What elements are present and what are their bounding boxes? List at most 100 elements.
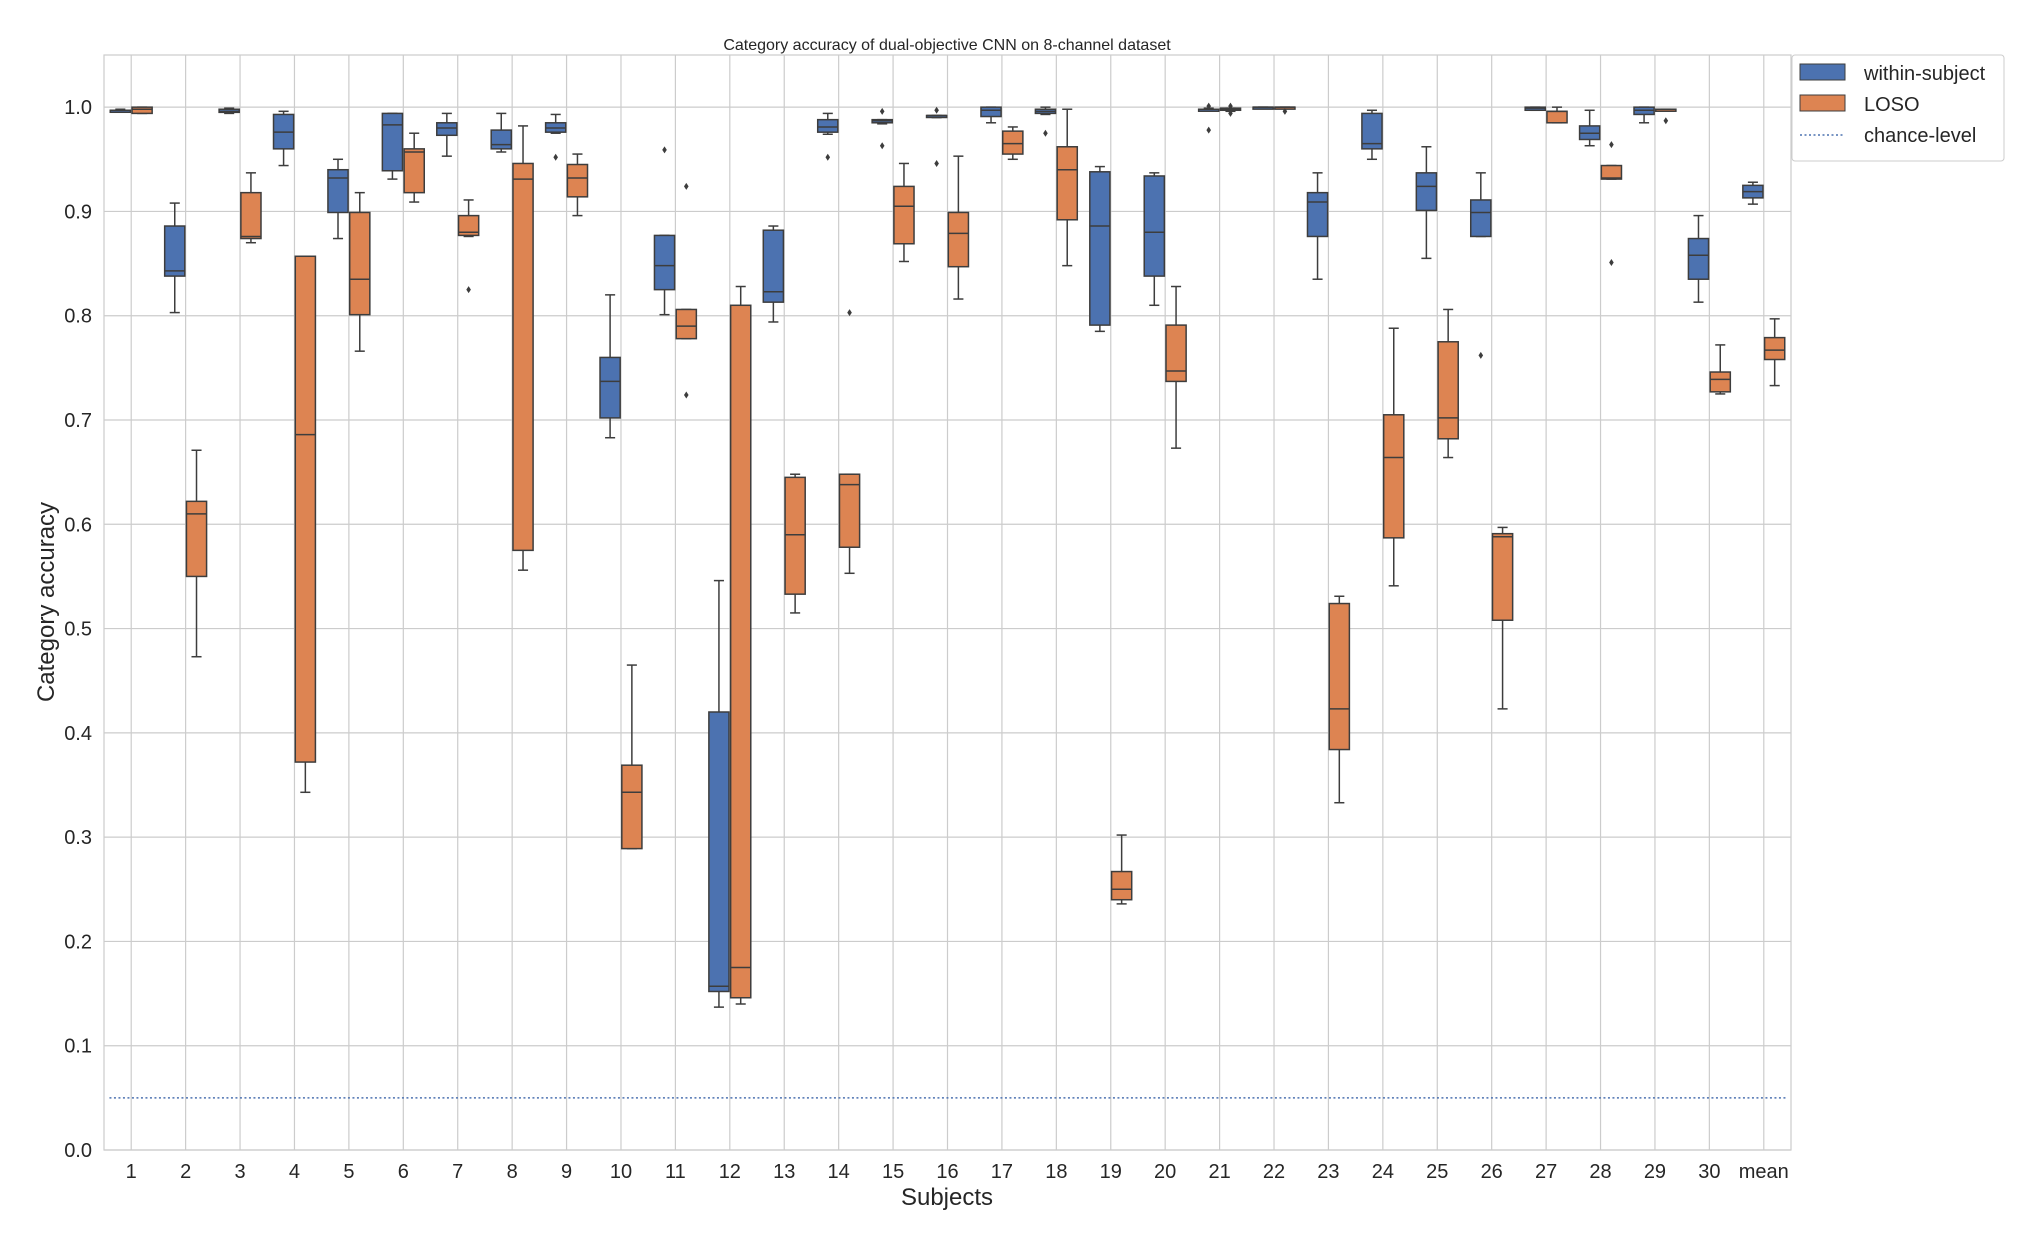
box-iqr (816, 118, 839, 133)
box-iqr (1763, 336, 1786, 361)
box-within-subject-21 (1197, 102, 1220, 134)
box-iqr (185, 500, 208, 578)
box-iqr (1709, 371, 1732, 393)
box-loso-25 (1437, 308, 1459, 459)
box-iqr (599, 356, 621, 419)
box-loso-6 (403, 132, 426, 203)
box-loso-mean (1763, 318, 1786, 387)
grid (104, 55, 1791, 1151)
box-within-subject-1 (109, 108, 132, 114)
outlier-point (553, 153, 558, 161)
box-loso-22 (1274, 106, 1296, 115)
x-tick-label: 3 (234, 1161, 245, 1183)
box-iqr (131, 106, 153, 115)
box-within-subject-29 (1633, 106, 1655, 124)
outlier-point (879, 107, 885, 115)
outlier-point (1282, 107, 1288, 115)
box-iqr (457, 214, 480, 237)
chart-title: Category accuracy of dual-objective CNN … (723, 37, 1171, 54)
box-iqr (1143, 175, 1166, 277)
x-tick-label: 29 (1644, 1161, 1666, 1183)
x-tick-label: 18 (1045, 1161, 1067, 1183)
box-within-subject-6 (381, 112, 404, 180)
box-iqr (1491, 532, 1514, 621)
y-tick-label: 0.2 (64, 931, 92, 953)
legend-label-within-subject: within-subject (1863, 63, 1986, 85)
y-tick-labels: 0.0 0.1 0.2 0.3 0.4 0.5 0.6 0.7 0.8 0.9 1.0 (64, 97, 92, 1162)
x-tick-label: 9 (561, 1161, 572, 1183)
box-iqr (893, 185, 915, 245)
box-iqr (1056, 146, 1079, 221)
box-within-subject-12 (708, 579, 730, 1008)
box-iqr (980, 106, 1002, 118)
box-loso-14 (838, 309, 861, 575)
box-iqr (838, 473, 861, 548)
y-tick-label: 1.0 (64, 97, 92, 119)
x-tick-label: 14 (828, 1161, 850, 1183)
boxes (109, 102, 1786, 1008)
box-within-subject-23 (1306, 172, 1329, 280)
box-loso-5 (348, 191, 371, 352)
box-iqr (1469, 199, 1492, 238)
outlier-point (934, 106, 939, 114)
box-within-subject-14 (816, 112, 839, 161)
box-within-subject-mean (1742, 181, 1764, 205)
box-within-subject-25 (1415, 146, 1438, 260)
box-within-subject-30 (1687, 214, 1710, 303)
x-tick-label: 26 (1481, 1161, 1503, 1183)
x-tick-label: 10 (610, 1161, 632, 1183)
box-iqr (1437, 341, 1459, 440)
outlier-point (683, 182, 689, 190)
y-tick-label: 0.7 (64, 410, 92, 432)
x-tick-label: 30 (1698, 1161, 1720, 1183)
legend-label-loso: LOSO (1864, 94, 1920, 116)
box-loso-2 (185, 449, 208, 658)
box-within-subject-8 (490, 112, 513, 153)
outlier-point (466, 286, 471, 294)
box-iqr (1687, 237, 1710, 280)
box-iqr (512, 162, 534, 552)
box-loso-30 (1709, 344, 1732, 395)
outlier-point (1663, 117, 1669, 125)
x-tick-label: 16 (936, 1161, 958, 1183)
box-loso-28 (1600, 141, 1623, 267)
outlier-point (1043, 129, 1048, 137)
x-tick-label: 13 (773, 1161, 795, 1183)
outlier-point (1609, 141, 1614, 149)
box-within-subject-20 (1143, 172, 1166, 307)
box-within-subject-9 (544, 113, 567, 161)
legend: within-subject LOSO chance-level (1791, 54, 2005, 162)
box-loso-20 (1165, 285, 1187, 449)
box-iqr (708, 711, 730, 993)
x-tick-label: 27 (1535, 1161, 1557, 1183)
box-iqr (403, 148, 426, 194)
box-loso-9 (566, 153, 589, 217)
outlier-point (825, 153, 831, 161)
box-within-subject-27 (1524, 106, 1547, 112)
box-loso-27 (1546, 106, 1568, 124)
box-within-subject-15 (871, 107, 894, 150)
x-axis-label: Subjects (901, 1184, 993, 1211)
box-loso-3 (240, 172, 262, 244)
box-loso-10 (621, 664, 643, 850)
box-loso-29 (1655, 108, 1677, 125)
box-loso-17 (1001, 126, 1024, 161)
x-tick-label: 1 (126, 1161, 137, 1183)
outlier-point (683, 391, 689, 399)
outlier-point (1609, 259, 1614, 267)
box-within-subject-13 (762, 225, 785, 323)
box-within-subject-19 (1089, 165, 1111, 333)
box-iqr (294, 255, 317, 763)
x-tick-label: 22 (1263, 1161, 1285, 1183)
box-loso-18 (1056, 108, 1079, 267)
box-within-subject-16 (925, 106, 948, 167)
box-iqr (566, 163, 589, 198)
legend-swatch-loso (1799, 94, 1846, 112)
box-iqr (675, 308, 698, 340)
x-tick-labels: 1 2 3 4 5 6 7 8 9 10 11 12 13 14 15 16 17 18 19 20 21 22 23 24 2… (126, 1161, 1789, 1183)
box-loso-24 (1382, 327, 1405, 587)
x-tick-label: 12 (719, 1161, 741, 1183)
box-iqr (1165, 324, 1187, 383)
box-iqr (1110, 870, 1133, 901)
